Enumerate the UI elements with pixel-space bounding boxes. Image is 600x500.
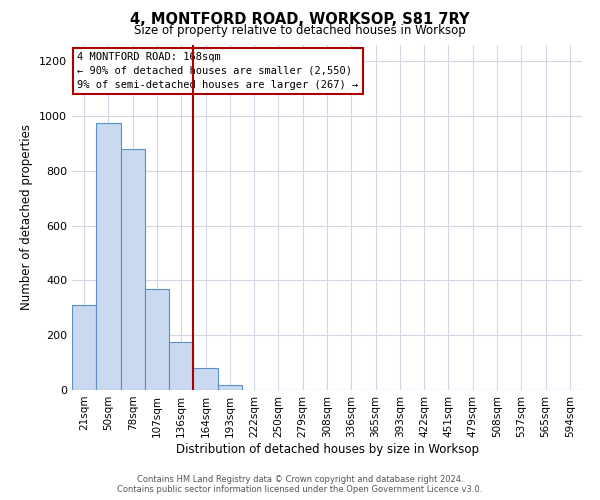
Bar: [72, 305, 96, 390]
Y-axis label: Number of detached properties: Number of detached properties: [20, 124, 34, 310]
X-axis label: Distribution of detached houses by size in Worksop: Distribution of detached houses by size …: [176, 442, 479, 456]
Text: Size of property relative to detached houses in Worksop: Size of property relative to detached ho…: [134, 24, 466, 37]
Bar: [121, 149, 145, 390]
Text: 4 MONTFORD ROAD: 168sqm
← 90% of detached houses are smaller (2,550)
9% of semi-: 4 MONTFORD ROAD: 168sqm ← 90% of detache…: [77, 52, 358, 90]
Text: 4, MONTFORD ROAD, WORKSOP, S81 7RY: 4, MONTFORD ROAD, WORKSOP, S81 7RY: [130, 12, 470, 28]
Bar: [169, 342, 193, 390]
Bar: [218, 384, 242, 390]
Bar: [193, 368, 218, 390]
Bar: [145, 288, 169, 390]
Bar: [96, 123, 121, 390]
Text: Contains HM Land Registry data © Crown copyright and database right 2024.
Contai: Contains HM Land Registry data © Crown c…: [118, 474, 482, 494]
